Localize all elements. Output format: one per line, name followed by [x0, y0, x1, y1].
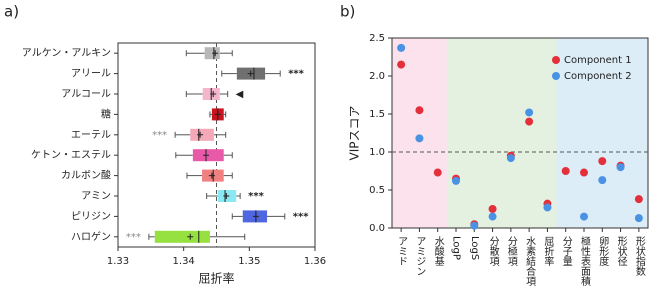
y-tick-label: エーテル	[71, 130, 111, 141]
y-tick-label: 1.0	[369, 147, 385, 158]
legend-swatch	[552, 72, 560, 80]
y-tick-label: 0.5	[369, 185, 385, 196]
x-tick-label: 卵形度	[597, 236, 609, 267]
group-band	[501, 38, 521, 228]
point	[397, 43, 406, 52]
y-tick-label: 1.5	[369, 109, 385, 120]
point	[634, 195, 643, 204]
mean-marker	[208, 172, 215, 179]
x-tick-label: 1.35	[238, 256, 260, 267]
x-tick-label: 分極項	[505, 236, 517, 267]
legend-label: Component 2	[564, 71, 632, 82]
annotation: ***	[293, 211, 309, 222]
mean-marker	[210, 91, 217, 97]
point	[598, 157, 607, 166]
plot-frame	[391, 37, 649, 229]
point	[580, 168, 588, 177]
x-tick-label: アミド	[396, 236, 407, 266]
annotation: ***	[152, 130, 167, 141]
mean-marker	[214, 111, 221, 118]
y-tick-label: アリール	[71, 69, 111, 80]
point	[543, 203, 552, 212]
y-tick-label: 2.5	[369, 33, 385, 44]
group-band	[520, 38, 539, 228]
point	[452, 176, 460, 185]
group-band	[428, 38, 448, 228]
point	[470, 221, 479, 230]
box	[154, 230, 210, 243]
point	[488, 205, 497, 213]
point	[525, 117, 534, 126]
group-band	[611, 38, 631, 228]
x-tick-label: 1.36	[304, 256, 326, 267]
x-tick-label: 分散項	[487, 236, 499, 267]
y-tick-label: アミン	[81, 191, 111, 202]
point	[506, 154, 515, 163]
mean-marker	[197, 131, 204, 138]
point	[634, 214, 643, 223]
y-tick-label: アルコール	[61, 89, 111, 100]
group-band	[629, 38, 649, 228]
panel-label: b)	[340, 3, 355, 21]
group-band	[410, 38, 430, 228]
point	[488, 212, 497, 221]
y-axis-label: VIPスコア	[348, 106, 362, 161]
group-band	[593, 38, 612, 228]
group-band	[465, 38, 484, 228]
group-band	[446, 38, 466, 228]
mean-marker	[247, 70, 254, 77]
x-tick-label: 形状径	[615, 236, 627, 266]
group-band	[574, 38, 594, 228]
mean-marker	[252, 213, 259, 220]
point	[525, 108, 534, 117]
group-band	[538, 38, 558, 228]
y-tick-label: ピリジン	[71, 210, 111, 222]
mean-marker	[202, 152, 209, 159]
mean-marker	[212, 50, 219, 57]
x-tick-label: 屈折率	[542, 236, 554, 267]
y-tick-label: アルケン・アルキン	[22, 47, 111, 59]
panel-label: a)	[4, 3, 19, 21]
y-tick-label: 2.0	[369, 71, 385, 82]
annotation: ***	[126, 232, 141, 243]
y-tick-label: ケトン・エステル	[31, 149, 111, 161]
x-tick-label: 水酸基	[432, 236, 444, 266]
x-tick-label: 形状指数	[633, 236, 645, 277]
x-tick-label: 極性表面積	[579, 235, 591, 287]
point	[415, 106, 424, 115]
y-tick-label: 0.0	[369, 223, 385, 234]
x-tick-label: 分子量	[560, 236, 572, 266]
annotation: ◀	[236, 89, 244, 100]
group-band	[556, 38, 576, 228]
x-tick-label: 1.33	[107, 256, 129, 267]
point	[397, 60, 406, 69]
y-tick-label: ハロゲン	[71, 231, 111, 243]
x-tick-label: LogS	[469, 236, 480, 260]
point	[616, 163, 625, 172]
mean-marker	[187, 233, 194, 240]
y-tick-label: カルボン酸	[61, 169, 111, 182]
legend-swatch	[552, 56, 560, 64]
annotation: ***	[248, 191, 264, 202]
mean-marker	[223, 193, 230, 199]
legend-label: Component 1	[564, 55, 632, 66]
point	[561, 167, 570, 175]
x-tick-label: アミジン	[414, 236, 425, 276]
x-tick-label: LogP	[451, 236, 462, 260]
point	[598, 176, 607, 185]
x-axis-label: 屈折率	[198, 271, 234, 286]
group-band	[392, 38, 411, 228]
x-tick-label: 水素結合項	[524, 236, 536, 287]
x-tick-label: 1.34	[173, 256, 195, 267]
y-tick-label: 糖	[101, 107, 111, 120]
annotation: ***	[288, 69, 304, 80]
group-band	[483, 38, 503, 228]
point	[433, 168, 442, 177]
point	[580, 212, 588, 221]
point	[415, 134, 424, 143]
